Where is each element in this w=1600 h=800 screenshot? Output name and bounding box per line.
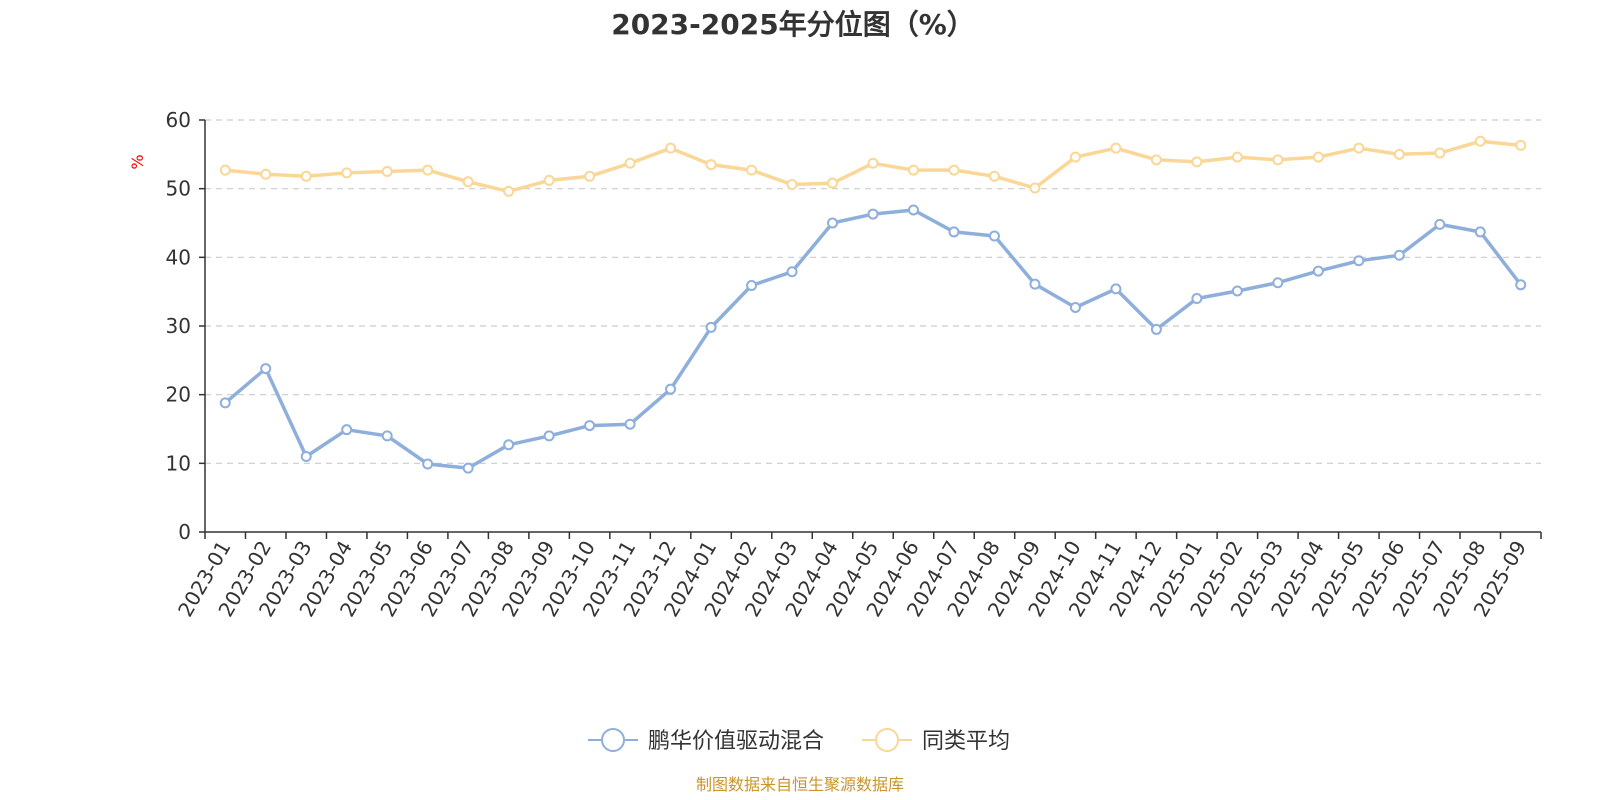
series-1-point-2023-09: [543, 430, 555, 442]
series-1-point-2025-04: [1312, 265, 1324, 277]
y-tick-label-30: 30: [166, 314, 191, 338]
series-2-point-2023-10: [584, 170, 596, 182]
y-axis-ticks: 0 10 20 30 40 50 60: [166, 108, 205, 544]
series-1-point-2025-03: [1272, 277, 1284, 289]
series-2-point-2024-12: [1150, 154, 1162, 166]
series-1-point-2024-12: [1150, 323, 1162, 335]
series-2-point-2023-07: [462, 176, 474, 188]
series-1-point-2024-03: [786, 266, 798, 278]
y-axis-unit: %: [128, 154, 147, 169]
series-2-point-2024-07: [948, 164, 960, 176]
series-1-point-2023-10: [584, 420, 596, 432]
series-1-point-2023-02: [260, 363, 272, 375]
series-1-point-2024-02: [746, 279, 758, 291]
series-1-point-2025-01: [1191, 293, 1203, 305]
y-tick-label-50: 50: [166, 177, 191, 201]
series-2-point-2023-04: [341, 167, 353, 179]
series-2-point-2023-06: [422, 164, 434, 176]
series-1-point-2024-06: [907, 204, 919, 216]
legend: 鹏华价值驱动混合 同类平均: [588, 728, 1010, 754]
series-1-point-2023-07: [462, 462, 474, 474]
series-2: [219, 135, 1527, 197]
series-2-point-2023-01: [219, 164, 231, 176]
series-1-point-2024-07: [948, 226, 960, 238]
series-2-point-2025-04: [1312, 151, 1324, 163]
series-2-point-2025-05: [1353, 142, 1365, 154]
data-source-note: 制图数据来自恒生聚源数据库: [696, 775, 904, 794]
legend-item-2: 同类平均: [862, 728, 1010, 754]
series-2-point-2024-09: [1029, 182, 1041, 194]
series-1-point-2024-01: [705, 321, 717, 333]
series-group: [219, 135, 1527, 474]
legend-marker-2: [875, 728, 899, 752]
series-1-point-2024-10: [1069, 301, 1081, 313]
series-1-point-2023-05: [381, 430, 393, 442]
series-1-point-2025-06: [1393, 249, 1405, 261]
series-2-point-2024-11: [1110, 142, 1122, 154]
series-2-point-2025-03: [1272, 154, 1284, 166]
x-axis-ticks: 2023-012023-022023-032023-042023-052023-…: [173, 532, 1542, 621]
series-2-point-2025-08: [1474, 135, 1486, 147]
series-1: [219, 204, 1527, 474]
series-2-point-2024-10: [1069, 151, 1081, 163]
series-1-point-2023-03: [300, 450, 312, 462]
series-1-point-2024-05: [867, 208, 879, 220]
y-tick-label-40: 40: [166, 245, 191, 269]
grid-lines: [205, 119, 1541, 464]
legend-label-2: 同类平均: [922, 729, 1010, 754]
series-1-point-2025-08: [1474, 226, 1486, 238]
chart-title: 2023-2025年分位图（%）: [611, 8, 975, 41]
series-1-line: [224, 208, 1523, 470]
legend-item-1: 鹏华价值驱动混合: [588, 728, 824, 754]
legend-marker-1: [601, 728, 625, 752]
series-2-point-2025-02: [1231, 151, 1243, 163]
series-2-point-2023-05: [381, 166, 393, 177]
series-2-point-2024-05: [867, 157, 879, 169]
series-1-point-2025-05: [1353, 255, 1365, 267]
series-1-point-2023-01: [219, 397, 231, 409]
series-1-point-2024-08: [988, 230, 1000, 242]
series-2-point-2025-07: [1434, 147, 1446, 159]
series-1-point-2023-08: [503, 439, 515, 451]
series-2-point-2023-09: [543, 174, 555, 186]
y-tick-label-20: 20: [166, 383, 191, 407]
series-2-point-2025-06: [1393, 148, 1405, 160]
y-tick-label-10: 10: [166, 451, 191, 475]
series-2-point-2023-08: [503, 185, 515, 197]
series-2-point-2023-03: [300, 170, 312, 182]
series-2-point-2023-12: [665, 142, 677, 154]
series-2-point-2024-02: [746, 164, 758, 176]
series-1-point-2023-12: [665, 383, 677, 395]
series-1-point-2023-06: [422, 458, 434, 470]
series-2-point-2024-08: [988, 170, 1000, 182]
series-1-point-2025-07: [1434, 218, 1446, 230]
series-1-point-2025-09: [1515, 279, 1527, 291]
series-1-point-2025-02: [1231, 285, 1243, 297]
series-1-point-2024-11: [1110, 283, 1122, 295]
series-1-point-2024-09: [1029, 278, 1041, 290]
y-tick-label-0: 0: [178, 520, 191, 544]
series-2-point-2024-01: [705, 159, 717, 171]
series-2-point-2025-09: [1515, 139, 1527, 151]
series-2-point-2023-02: [260, 168, 272, 180]
series-2-point-2024-03: [786, 179, 798, 191]
series-1-point-2023-11: [624, 418, 636, 430]
y-tick-label-60: 60: [166, 108, 191, 132]
series-1-point-2024-04: [827, 217, 839, 229]
series-2-point-2023-11: [624, 157, 636, 169]
series-2-point-2024-06: [907, 164, 919, 176]
series-2-point-2024-04: [827, 177, 839, 189]
series-1-point-2023-04: [341, 424, 353, 436]
series-2-point-2025-01: [1191, 156, 1203, 168]
legend-label-1: 鹏华价值驱动混合: [648, 729, 824, 754]
